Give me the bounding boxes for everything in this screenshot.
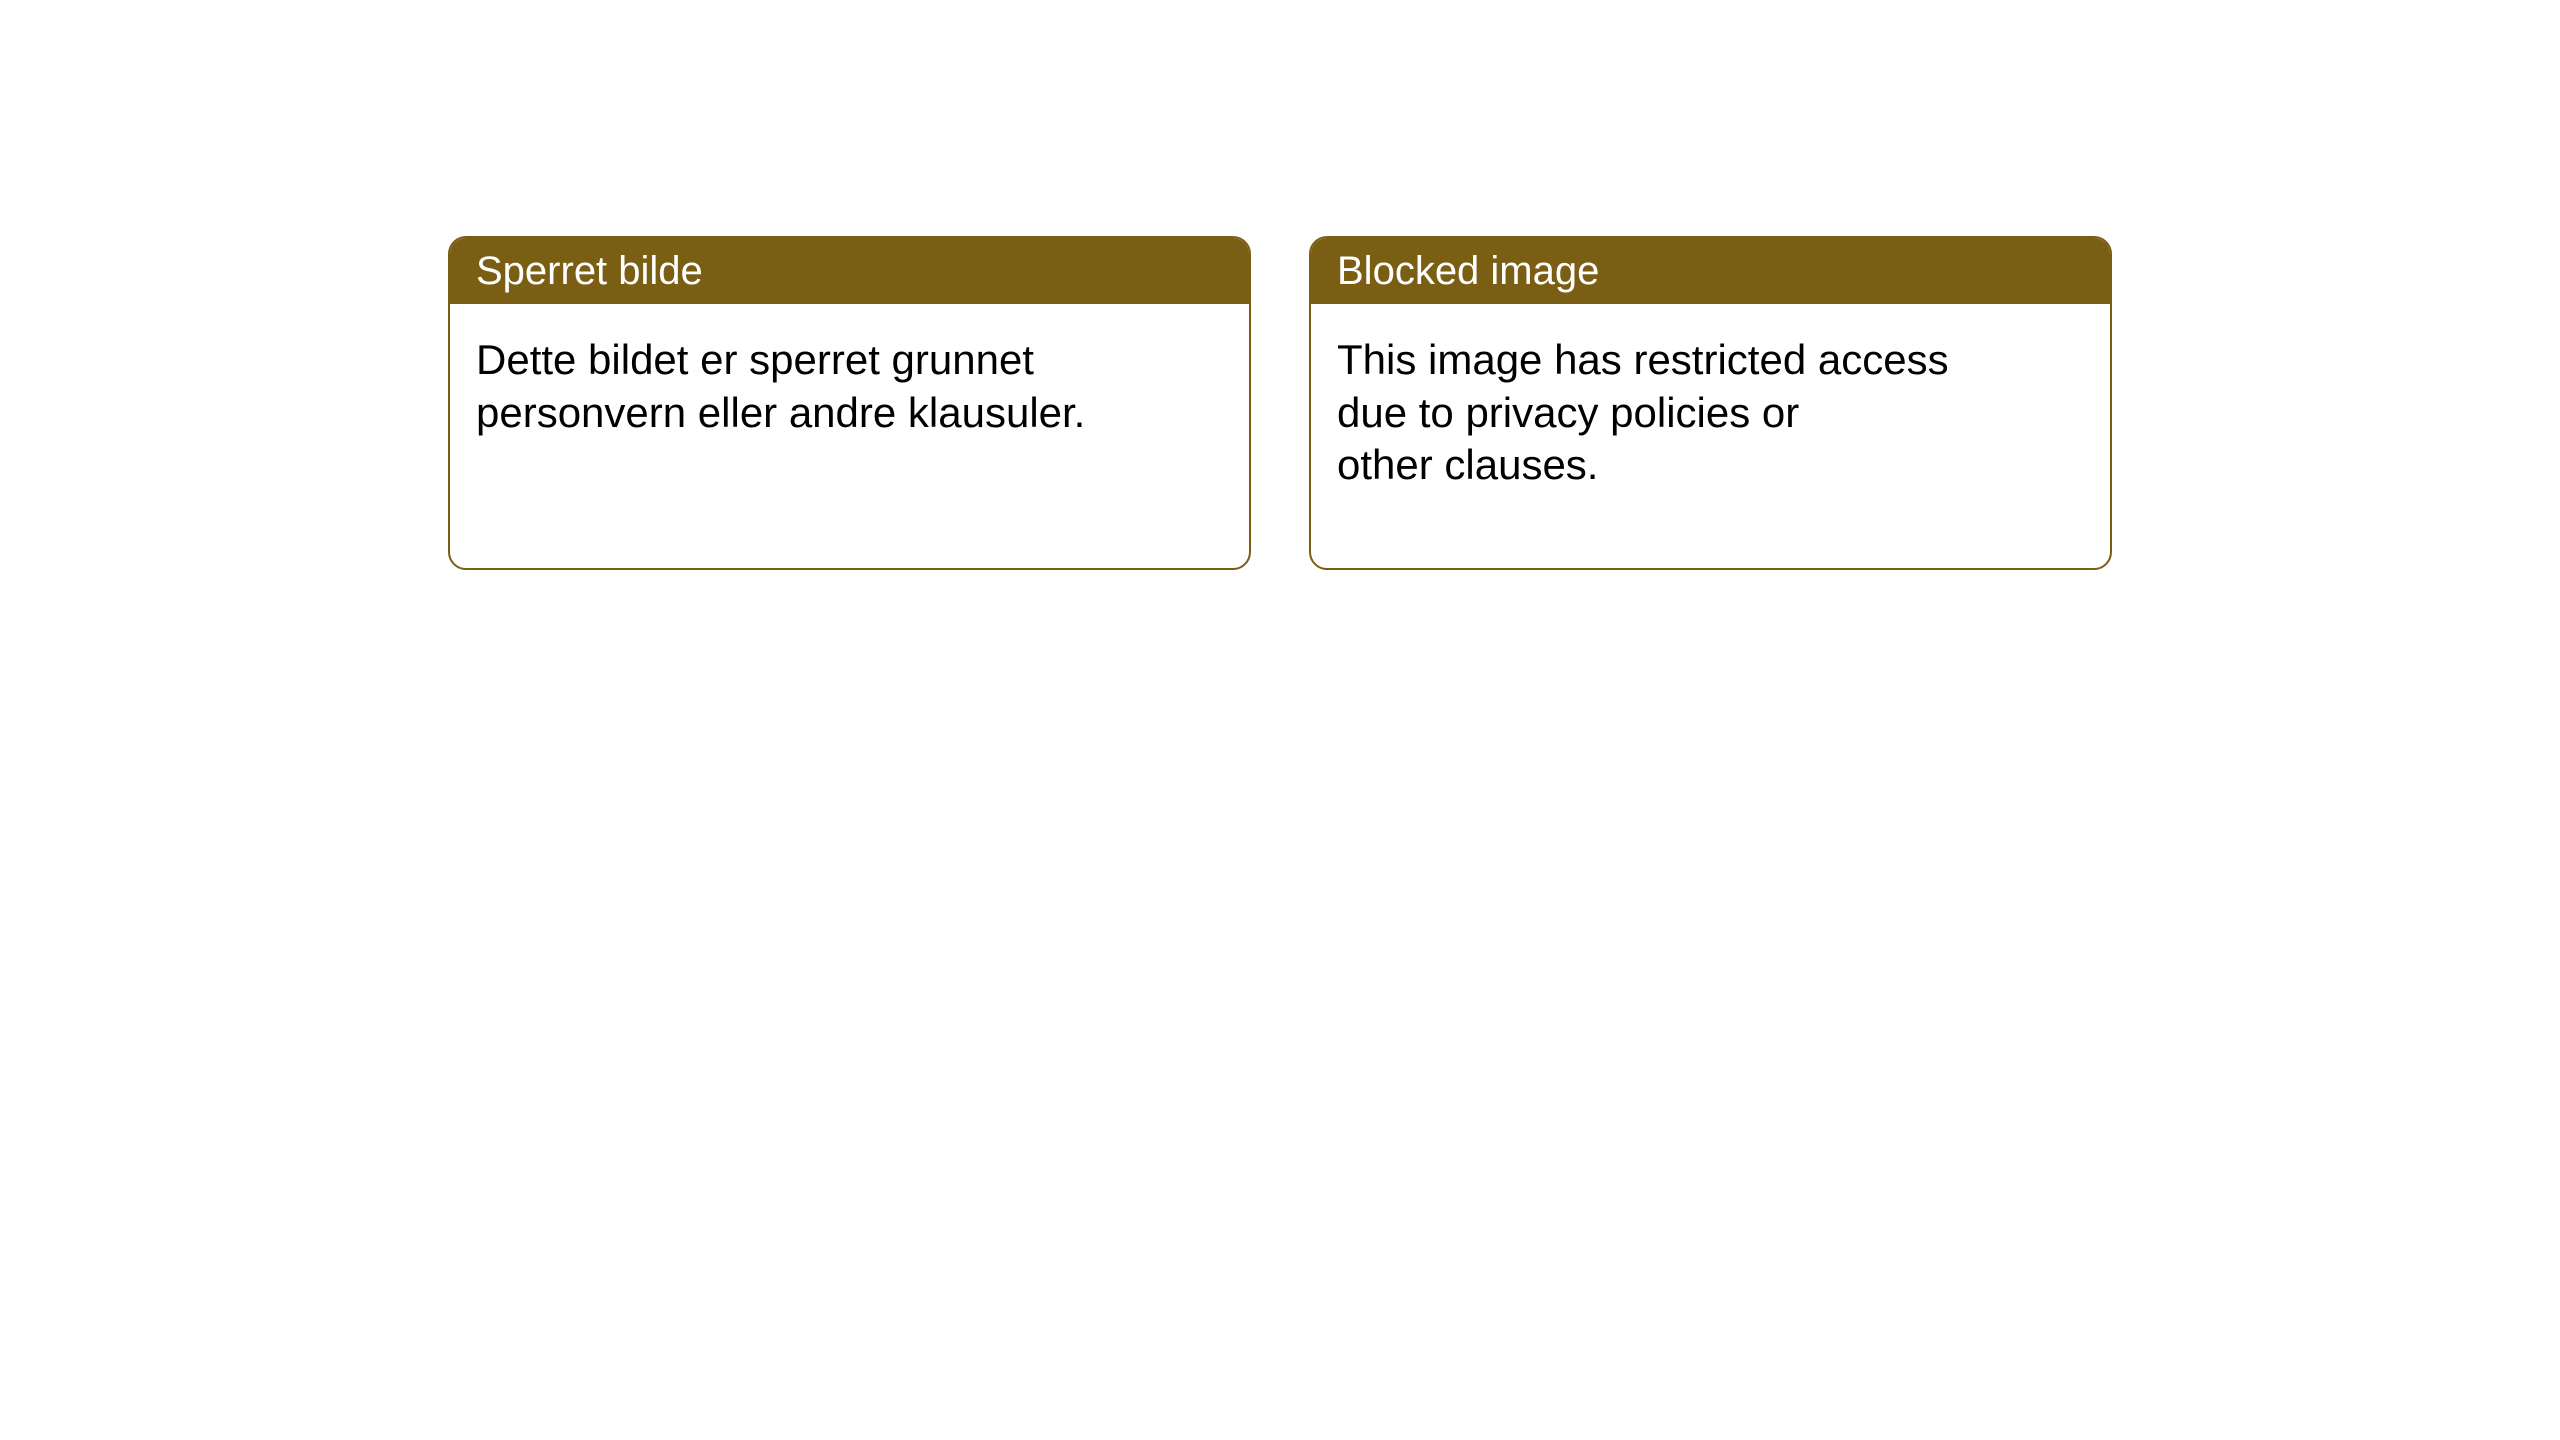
notice-box-english: Blocked image This image has restricted … [1309,236,2112,570]
notice-body: This image has restricted access due to … [1311,304,2110,522]
notice-header: Blocked image [1311,238,2110,304]
notice-body: Dette bildet er sperret grunnet personve… [450,304,1249,469]
notice-header: Sperret bilde [450,238,1249,304]
notice-box-norwegian: Sperret bilde Dette bildet er sperret gr… [448,236,1251,570]
notice-container: Sperret bilde Dette bildet er sperret gr… [448,236,2112,570]
